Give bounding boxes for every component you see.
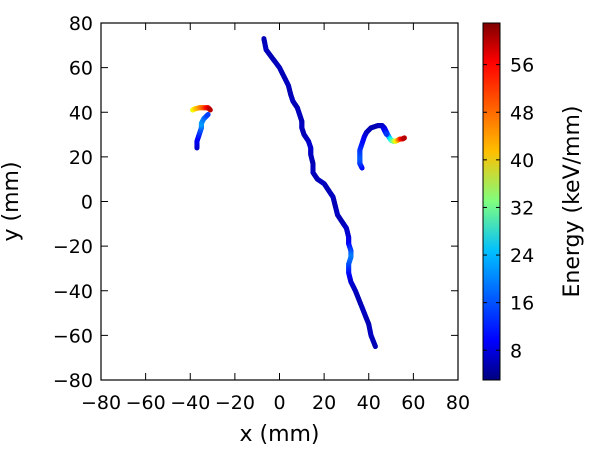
- x-axis-label: x (mm): [239, 422, 319, 447]
- colorbar-tick-label: 48: [510, 102, 534, 124]
- x-tick-label: 60: [401, 392, 425, 414]
- x-tick-label: −60: [126, 392, 166, 414]
- colorbar-tick-label: 56: [510, 55, 534, 77]
- y-tick-label: 20: [69, 147, 93, 169]
- x-tick-label: 20: [312, 392, 336, 414]
- x-tick-label: −80: [81, 392, 121, 414]
- colorbar-tick-label: 24: [510, 245, 534, 267]
- y-tick-label: 80: [69, 13, 93, 35]
- y-ticks: −80 −60 −40 −20 0 20 40 60 80: [53, 13, 458, 392]
- colorbar-ticks: 8 16 24 32 40 48 56: [483, 55, 534, 362]
- colorbar-tick-label: 40: [510, 150, 534, 172]
- x-tick-label: −40: [170, 392, 210, 414]
- x-tick-label: 0: [273, 392, 285, 414]
- y-tick-label: −80: [53, 370, 93, 392]
- y-tick-label: 40: [69, 102, 93, 124]
- y-tick-label: −60: [53, 325, 93, 347]
- colorbar-tick-label: 8: [510, 340, 522, 362]
- track-segment: [372, 342, 378, 350]
- plot-marks: [189, 36, 407, 350]
- track-3: [189, 105, 213, 113]
- y-tick-label: −20: [53, 236, 93, 258]
- x-ticks: −80 −60 −40 −20 0 20 40 60 80: [81, 23, 470, 414]
- colorbar-tick-label: 32: [510, 197, 534, 219]
- x-tick-label: 40: [357, 392, 381, 414]
- colorbar: [482, 22, 501, 381]
- x-tick-label: −20: [215, 392, 255, 414]
- y-axis-label: y (mm): [0, 161, 24, 241]
- y-tick-label: −40: [53, 281, 93, 303]
- colorbar-tick-label: 16: [510, 293, 534, 315]
- track-1: [261, 36, 378, 350]
- x-tick-label: 80: [446, 392, 470, 414]
- colorbar-label: Energy (keV/mm): [560, 106, 585, 298]
- y-tick-label: 0: [81, 192, 93, 214]
- track-5: [379, 123, 390, 138]
- track-2: [194, 111, 211, 151]
- y-tick-label: 60: [69, 58, 93, 80]
